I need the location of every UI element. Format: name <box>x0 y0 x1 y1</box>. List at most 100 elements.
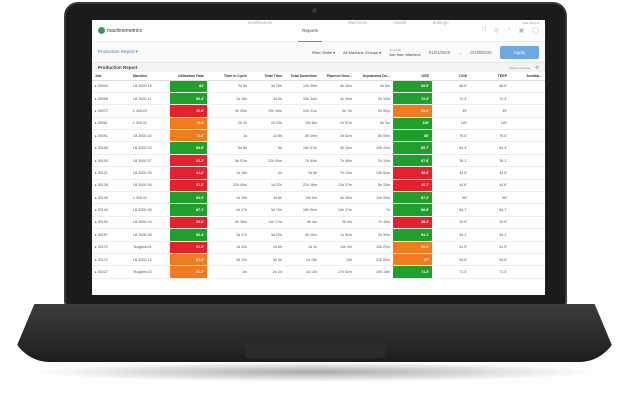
table-row[interactable]: ▸ 00150 LB 3000-03 39.2' 5h 36m 14h 17m 8h 4m… <box>92 216 545 230</box>
table-row[interactable]: ▸ 00072 L 300-03 48.6' 9h 39m 19h 45m 10h 21m… <box>92 104 545 118</box>
report-select[interactable]: Production Report ▾ <box>98 49 138 54</box>
logo-icon <box>98 27 105 34</box>
expand-icon[interactable]: ▸ <box>95 170 98 175</box>
column-header[interactable]: Availab... <box>510 72 545 81</box>
nav-tab-dashboards[interactable]: Dashboards <box>248 20 273 25</box>
cell-unplanned-do: 21h 50m <box>355 253 393 267</box>
column-header[interactable]: TEEP <box>470 72 510 81</box>
start-date[interactable]: 01/01/2020 <box>428 49 451 55</box>
cell-teep: 94.1' <box>470 228 510 242</box>
cell-utilization-rate: 75.6' <box>170 129 207 143</box>
job-id: 00128 <box>97 183 108 188</box>
column-header[interactable]: Utilization Rate <box>170 72 207 81</box>
job-id: 00167 <box>97 232 108 237</box>
cell-job: ▸ 00081 <box>92 117 130 131</box>
column-header[interactable]: Total Time <box>250 72 285 81</box>
table-row[interactable]: ▸ 00058 LB 3000-11 86.2' 2d 16h 3d 5h 10h 34m… <box>92 92 545 106</box>
expand-icon[interactable]: ▸ <box>95 133 98 138</box>
cell-time-in-cycle: 1d <box>207 129 250 143</box>
apply-button[interactable]: Apply <box>499 45 539 59</box>
table-row[interactable]: ▸ 00207 Tsugami-03 61.7' 1w 1w 2d 1d 14h 17h 5… <box>92 265 545 279</box>
column-header[interactable]: OEE <box>393 72 432 81</box>
group-by[interactable]: Group By Job then Machine <box>389 48 421 57</box>
table-row[interactable]: ▸ 00109 LB 3000-07 54.2' 8h 57m 12h 50m 7h 54… <box>92 154 545 168</box>
nav-tab-reports[interactable]: Reports <box>298 20 323 42</box>
cell-unplanned-do: 10h 29m <box>355 241 393 254</box>
table-row[interactable]: ▸ 00121 LB 3000-05 44.2' 1d 18h 4d 2d 6h 7h 12… <box>92 166 545 180</box>
expand-icon[interactable]: ▸ <box>95 195 98 200</box>
cell-total-downtime: 2d 6h <box>285 166 320 180</box>
expand-icon[interactable]: ▸ <box>95 245 98 250</box>
cell-job: ▸ 00170 <box>92 241 130 254</box>
lock-icon[interactable]: ▣ <box>518 28 525 34</box>
job-id: 00207 <box>97 270 108 275</box>
cell-job: ▸ 00072 <box>92 104 130 118</box>
table-row[interactable]: ▸ 00167 LB 3000-06 84.4' 3d 17h 3d 22h 5h 15m… <box>92 228 545 242</box>
cell-ooe: 79.6' <box>432 129 470 143</box>
cell-availability <box>510 241 545 254</box>
table-row[interactable]: ▸ 00091 LB 3000-02 75.6' 1d 1d 8h 8h 39m 2h 52… <box>92 129 545 143</box>
column-header[interactable]: Job <box>92 72 130 81</box>
table-row[interactable]: ▸ 00170 Tsugami-01 62.8' 1d 11h 2d 8h 1d 1h 14… <box>92 241 545 254</box>
cell-job: ▸ 00091 <box>92 129 130 143</box>
globe-icon[interactable]: ◎ <box>493 28 499 34</box>
expand-icon[interactable]: ▸ <box>95 183 98 188</box>
nav-tab-machines[interactable]: Machines <box>348 20 368 25</box>
expand-icon[interactable]: ▸ <box>95 220 98 225</box>
cell-ooe: 51.5' <box>432 241 470 254</box>
cell-planned-dow: 4h 46m <box>320 191 355 205</box>
cell-unplanned-do: 3h 8m <box>355 80 393 93</box>
cell-job: ▸ 00128 <box>92 179 130 193</box>
job-id: 00072 <box>97 108 108 113</box>
nav-tab-settings[interactable]: Settings <box>432 20 449 25</box>
table-row[interactable]: ▸ 00145 LB 3000-08 87.1' 4d 17h 5d 10h 18h 50… <box>92 203 545 217</box>
column-header[interactable]: Time In Cycle <box>207 72 250 81</box>
expand-icon[interactable]: ▸ <box>95 208 98 213</box>
cell-time-in-cycle: 5h 36m <box>207 216 250 230</box>
expand-icon[interactable]: ▸ <box>95 232 98 237</box>
bell-icon[interactable]: ◔ <box>506 27 511 33</box>
expand-icon[interactable]: ▸ <box>95 96 98 101</box>
column-header[interactable]: Total Downtime <box>285 72 320 81</box>
app-screen: machinemetrics Dashboards Reports Machines… <box>92 20 545 295</box>
cell-availability <box>510 92 545 106</box>
table-row[interactable]: ▸ 00128 LB 3000-06 51.6' 22h 40m 1d 22h 22h 1… <box>92 179 545 193</box>
table-row[interactable]: ▸ 00106 LB 3000-03 88.6' 5d 8h 6d 16h 57m 4h 1… <box>92 141 545 155</box>
logo[interactable]: machinemetrics <box>98 27 198 34</box>
machine-groups[interactable]: All Machine Groups ▾ <box>343 49 382 55</box>
table-row[interactable]: ▸ 00138 L 300-02 83.0' 2d 19h 3d 8h 14h 5m 4h … <box>92 191 545 205</box>
table-row[interactable]: ▸ 00043 LB 3000-16 84' 3d 5h 3d 20h 14h 39m 4h… <box>92 80 545 93</box>
cell-unplanned-do: 7h <box>355 203 393 217</box>
laptop-shadow <box>30 362 599 382</box>
shop-name[interactable]: CNC Shop 2 <box>522 21 539 25</box>
cell-utilization-rate: 62.8' <box>170 241 207 254</box>
cell-unplanned-do: 15h 18m <box>355 265 393 279</box>
cell-time-in-cycle: 3d 12h <box>207 253 250 267</box>
cell-ooe: 116' <box>432 117 470 131</box>
shuffle-icon[interactable]: ⤨ <box>480 27 486 33</box>
expand-icon[interactable]: ▸ <box>95 270 98 275</box>
cell-total-downtime: 1d 18h <box>285 253 320 267</box>
column-header[interactable]: Unplanned Do... <box>355 72 393 81</box>
user-icon[interactable]: ◯ <box>532 28 539 34</box>
column-header[interactable]: OOE <box>432 72 470 81</box>
column-header[interactable]: Machine <box>130 72 170 81</box>
table-row[interactable]: ▸ 00172 LB 3000-14 67.3' 3d 12h 5d 5h 1d 18h 1… <box>92 253 545 267</box>
expand-icon[interactable]: ▸ <box>95 108 98 113</box>
select-columns-button[interactable]: Select Columns <box>508 65 530 70</box>
cell-machine: Tsugami-03 <box>130 265 170 279</box>
expand-icon[interactable]: ▸ <box>95 158 98 163</box>
column-header[interactable]: Planned Dow... <box>320 72 355 81</box>
cell-availability <box>510 203 545 217</box>
expand-icon[interactable]: ▸ <box>95 84 98 89</box>
cell-planned-dow: 2h 52m <box>320 129 355 143</box>
end-date[interactable]: 01/30/2020 <box>470 49 492 55</box>
expand-icon[interactable]: ▸ <box>95 146 98 151</box>
expand-icon[interactable]: ▸ <box>95 257 98 262</box>
nav-tab-health[interactable]: Health <box>393 20 407 25</box>
gear-icon[interactable]: ⚙ <box>534 64 539 70</box>
cell-unplanned-do: 2h 59m <box>355 228 393 242</box>
expand-icon[interactable]: ▸ <box>95 121 98 126</box>
table-row[interactable]: ▸ 00081 L 300-02 73.4' 2d 4h 2d 23h 19h 8m 2h … <box>92 117 545 131</box>
filter-shifts[interactable]: Filter Shifts ▾ <box>311 49 336 55</box>
